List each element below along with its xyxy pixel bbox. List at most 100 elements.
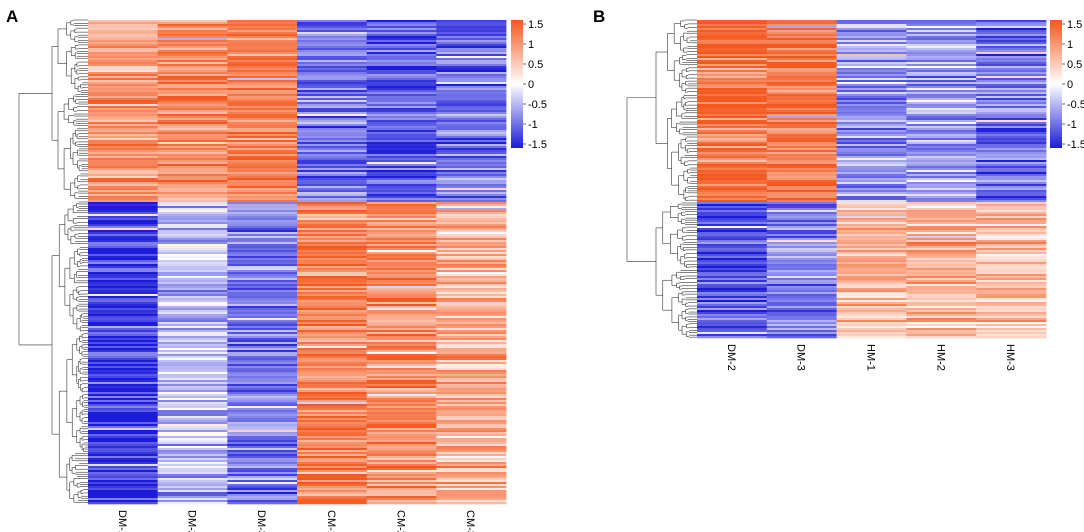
heatmap-cell bbox=[836, 324, 907, 327]
heatmap-cell bbox=[766, 60, 837, 63]
heatmap-cell bbox=[227, 130, 298, 133]
heatmap-cell bbox=[366, 482, 437, 485]
heatmap-cell bbox=[297, 124, 368, 127]
heatmap-cell bbox=[976, 48, 1047, 51]
heatmap-cell bbox=[436, 126, 507, 129]
heatmap-cell bbox=[766, 34, 837, 37]
panel-label-a: A bbox=[6, 7, 18, 26]
heatmap-cell bbox=[366, 228, 437, 231]
heatmap-cell bbox=[157, 204, 228, 207]
heatmap-cell bbox=[157, 92, 228, 95]
heatmap-cell bbox=[976, 314, 1047, 317]
heatmap-cell bbox=[88, 300, 159, 303]
heatmap-cell bbox=[88, 436, 159, 439]
column-labels-a: DM-1 DM-2 DM-3 CM-1 CM-2 CM-3 bbox=[116, 510, 476, 532]
heatmap-cell bbox=[157, 248, 228, 251]
heatmap-cell bbox=[906, 134, 977, 137]
heatmap-cell bbox=[906, 92, 977, 95]
heatmap-cell bbox=[976, 206, 1047, 209]
heatmap-cell bbox=[766, 48, 837, 51]
heatmap-cell bbox=[157, 408, 228, 411]
heatmap-cell bbox=[366, 240, 437, 243]
heatmap-cell bbox=[157, 48, 228, 51]
heatmap-cell bbox=[157, 236, 228, 239]
heatmap-cell bbox=[766, 256, 837, 259]
heatmap-cell bbox=[157, 480, 228, 483]
heatmap-cell bbox=[297, 224, 368, 227]
heatmap-cell bbox=[436, 256, 507, 259]
heatmap-cell bbox=[227, 430, 298, 433]
heatmap-cell bbox=[227, 338, 298, 341]
heatmap-cell bbox=[88, 278, 159, 281]
heatmap-cell bbox=[227, 38, 298, 41]
heatmap-cell bbox=[297, 24, 368, 27]
heatmap-cell bbox=[88, 82, 159, 85]
heatmap-cell bbox=[697, 256, 768, 259]
heatmap-cell bbox=[366, 420, 437, 423]
heatmap-cell bbox=[697, 212, 768, 215]
heatmap-cell bbox=[836, 142, 907, 145]
heatmap-cell bbox=[976, 198, 1047, 201]
heatmap-cell bbox=[976, 302, 1047, 305]
heatmap-cell bbox=[436, 444, 507, 447]
heatmap-cell bbox=[157, 58, 228, 61]
heatmap-cell bbox=[297, 214, 368, 217]
heatmap-cell bbox=[836, 312, 907, 315]
heatmap-cell bbox=[697, 310, 768, 313]
heatmap-cell bbox=[436, 432, 507, 435]
heatmap-cell bbox=[366, 414, 437, 417]
heatmap-cell bbox=[297, 306, 368, 309]
heatmap-cell bbox=[297, 162, 368, 165]
heatmap-cell bbox=[227, 244, 298, 247]
heatmap-cell bbox=[436, 370, 507, 373]
heatmap-cell bbox=[766, 264, 837, 267]
heatmap-cell bbox=[227, 32, 298, 35]
color-scale-tick-label: 1 bbox=[1067, 39, 1073, 51]
heatmap-cell bbox=[836, 280, 907, 283]
heatmap-cell bbox=[227, 100, 298, 103]
heatmap-cell bbox=[836, 176, 907, 179]
heatmap-cell bbox=[836, 154, 907, 157]
heatmap-cell bbox=[227, 304, 298, 307]
heatmap-cell bbox=[436, 120, 507, 123]
heatmap-cell bbox=[436, 284, 507, 287]
heatmap-cell bbox=[766, 204, 837, 207]
heatmap-cell bbox=[906, 176, 977, 179]
heatmap-cell bbox=[88, 470, 159, 473]
heatmap-cell bbox=[436, 490, 507, 493]
heatmap-cell bbox=[88, 66, 159, 69]
heatmap-cell bbox=[88, 348, 159, 351]
heatmap-cell bbox=[227, 114, 298, 117]
heatmap-cell bbox=[88, 308, 159, 311]
heatmap-cell bbox=[436, 356, 507, 359]
heatmap-cell bbox=[157, 486, 228, 489]
heatmap-cell bbox=[976, 140, 1047, 143]
heatmap-cell bbox=[157, 434, 228, 437]
heatmap-cell bbox=[88, 268, 159, 271]
heatmap-cell bbox=[297, 94, 368, 97]
heatmap-cell bbox=[436, 488, 507, 491]
heatmap-cell bbox=[88, 50, 159, 53]
heatmap-cell bbox=[436, 98, 507, 101]
color-scale-b: 1.510.50-0.5-1-1.5 bbox=[1050, 19, 1084, 151]
heatmap-cell bbox=[436, 94, 507, 97]
heatmap-cell bbox=[297, 140, 368, 143]
heatmap-cell bbox=[976, 292, 1047, 295]
heatmap-cell bbox=[366, 56, 437, 59]
heatmap-cell bbox=[436, 174, 507, 177]
heatmap-cell bbox=[297, 322, 368, 325]
heatmap-cell bbox=[157, 364, 228, 367]
heatmap-cell bbox=[766, 90, 837, 93]
heatmap-cell bbox=[157, 142, 228, 145]
heatmap-cell bbox=[766, 324, 837, 327]
heatmap-cell bbox=[227, 408, 298, 411]
heatmap-cell bbox=[88, 374, 159, 377]
heatmap-cell bbox=[906, 234, 977, 237]
heatmap-cell bbox=[157, 350, 228, 353]
heatmap-cell bbox=[766, 230, 837, 233]
heatmap-cell bbox=[297, 144, 368, 147]
heatmap-cell bbox=[157, 398, 228, 401]
heatmap-cell bbox=[366, 54, 437, 57]
heatmap-cell bbox=[766, 92, 837, 95]
heatmap-cell bbox=[157, 104, 228, 107]
